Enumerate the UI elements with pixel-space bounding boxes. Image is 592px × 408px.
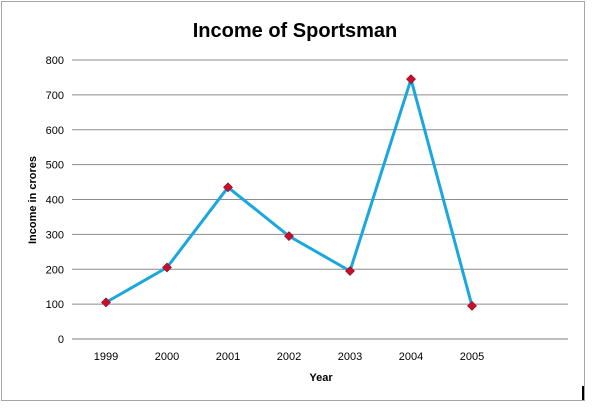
y-tick-label: 400 bbox=[46, 195, 64, 207]
y-axis-label: Income in crores bbox=[27, 156, 39, 244]
x-tick-label: 2000 bbox=[155, 351, 179, 363]
y-tick-label: 700 bbox=[46, 90, 64, 102]
x-tick-label: 2005 bbox=[460, 351, 484, 363]
chart-title: Income of Sportsman bbox=[193, 20, 397, 42]
data-point bbox=[406, 74, 416, 85]
data-point bbox=[284, 231, 294, 242]
data-markers bbox=[101, 74, 477, 311]
y-tick-label: 100 bbox=[46, 299, 64, 311]
x-tick-label: 2003 bbox=[338, 351, 362, 363]
y-tick-label: 200 bbox=[46, 264, 64, 276]
y-tick-label: 600 bbox=[46, 125, 64, 137]
chart-frame bbox=[1, 1, 585, 401]
data-point bbox=[162, 262, 172, 273]
y-tick-label: 0 bbox=[58, 334, 64, 346]
gridlines bbox=[72, 59, 568, 340]
x-tick-label: 1999 bbox=[94, 351, 118, 363]
data-point bbox=[467, 300, 477, 311]
x-tick-label: 2002 bbox=[277, 351, 301, 363]
y-tick-label: 500 bbox=[46, 160, 64, 172]
y-tick-labels: 0 100 200 300 400 500 600 700 800 bbox=[46, 55, 64, 346]
data-point bbox=[345, 266, 355, 276]
y-tick-label: 300 bbox=[46, 229, 64, 241]
x-tick-labels: 1999 2000 2001 2002 2003 2004 2005 bbox=[94, 351, 484, 363]
x-tick-label: 2001 bbox=[216, 351, 240, 363]
x-tick-label: 2004 bbox=[399, 351, 423, 363]
data-point bbox=[101, 297, 111, 308]
y-tick-label: 800 bbox=[46, 55, 64, 67]
data-point bbox=[223, 182, 233, 193]
series-line bbox=[105, 77, 474, 307]
x-axis-label: Year bbox=[309, 372, 333, 384]
text-cursor bbox=[582, 386, 584, 400]
